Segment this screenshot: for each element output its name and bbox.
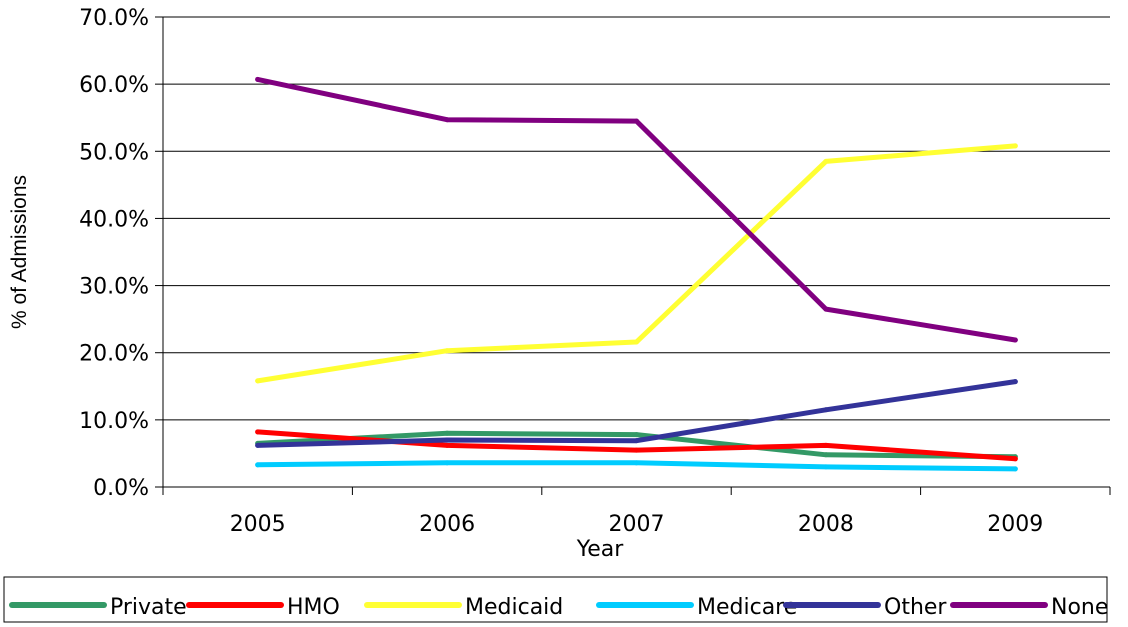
data-point — [255, 442, 261, 448]
series-lines — [255, 76, 1018, 472]
data-point — [823, 158, 829, 164]
data-point — [444, 348, 450, 354]
series-other — [255, 379, 1018, 448]
y-tick-label: 70.0% — [79, 6, 149, 31]
gridlines — [163, 16, 1110, 421]
data-point — [823, 464, 829, 470]
data-point — [634, 118, 639, 124]
legend-label: Other — [884, 595, 947, 620]
data-point — [444, 460, 450, 466]
legend-item: Medicaid — [364, 595, 563, 620]
legend-items: Private HMO Medicaid Medicare Other None — [9, 595, 1108, 620]
data-point — [444, 442, 450, 448]
legend-label: Private — [110, 595, 187, 620]
data-point — [1012, 466, 1018, 472]
y-tick-label: 40.0% — [79, 207, 149, 232]
data-point — [444, 437, 450, 443]
data-point — [444, 430, 450, 436]
y-tick-label: 20.0% — [79, 342, 149, 367]
data-point — [1012, 456, 1018, 462]
x-tick-label: 2006 — [419, 512, 475, 537]
data-point — [823, 407, 829, 413]
y-tick-label: 50.0% — [79, 140, 149, 165]
x-axis-ticks: 2005 2006 2007 2008 2009 — [162, 487, 1111, 537]
x-tick-label: 2009 — [987, 512, 1043, 537]
legend-item: Medicare — [596, 595, 797, 620]
legend-box — [3, 576, 1108, 623]
legend-label: None — [1051, 595, 1108, 620]
y-tick-label: 0.0% — [93, 476, 149, 501]
data-point — [823, 306, 829, 312]
legend-label: Medicaid — [465, 595, 563, 620]
legend: Private HMO Medicaid Medicare Other None — [3, 576, 1108, 623]
series-line — [255, 143, 1018, 384]
data-point — [1012, 379, 1018, 385]
data-point — [255, 76, 261, 82]
x-tick-label: 2007 — [609, 512, 665, 537]
series-private — [255, 430, 1018, 460]
x-axis-title: Year — [576, 537, 625, 562]
data-point — [823, 452, 829, 458]
legend-item: Other — [783, 595, 947, 620]
series-medicaid — [255, 143, 1018, 384]
legend-label: Medicare — [697, 595, 797, 620]
y-tick-label: 10.0% — [79, 409, 149, 434]
data-point — [634, 339, 639, 345]
y-tick-label: 60.0% — [79, 73, 149, 98]
data-point — [1012, 143, 1018, 149]
data-point — [634, 460, 639, 466]
data-point — [634, 447, 639, 453]
x-tick-label: 2008 — [798, 512, 854, 537]
legend-label: HMO — [287, 595, 340, 620]
legend-item: None — [950, 595, 1108, 620]
data-point — [255, 378, 261, 384]
data-point — [255, 429, 261, 435]
series-line — [255, 76, 1018, 343]
data-point — [255, 462, 261, 468]
data-point — [823, 442, 829, 448]
data-point — [444, 117, 450, 123]
y-tick-label: 30.0% — [79, 275, 149, 300]
data-point — [1012, 337, 1018, 343]
axes — [162, 17, 1110, 488]
series-medicare — [255, 460, 1018, 472]
y-axis-ticks: 0.0% 10.0% 20.0% 30.0% 40.0% 50.0% 60.0% 70.0% — [79, 6, 163, 501]
series-none — [255, 76, 1018, 343]
y-axis-title: % of Admissions — [8, 175, 31, 329]
legend-item: Private — [9, 595, 187, 620]
x-tick-label: 2005 — [230, 512, 286, 537]
data-point — [634, 432, 639, 438]
data-point — [634, 438, 639, 444]
legend-item: HMO — [186, 595, 340, 620]
